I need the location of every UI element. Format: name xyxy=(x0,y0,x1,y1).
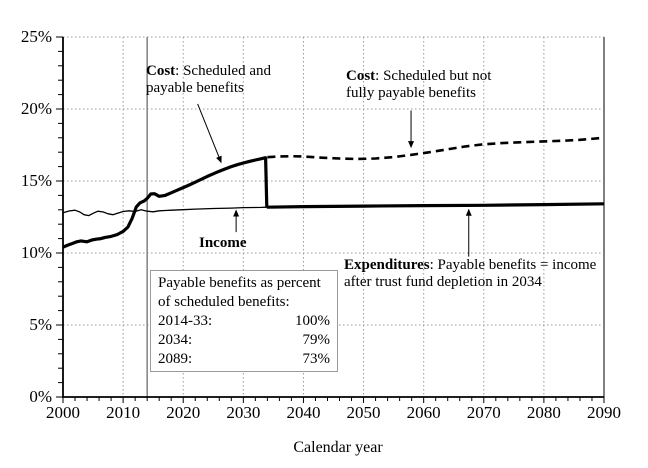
y-tick-label: 20% xyxy=(20,99,52,118)
y-tick-label: 15% xyxy=(20,171,52,190)
x-tick-label: 2030 xyxy=(226,403,261,422)
y-tick-label: 0% xyxy=(29,387,52,406)
expenditures-label-bold: Expenditures xyxy=(344,257,430,273)
annotation-arrows xyxy=(197,103,472,257)
x-axis-title: Calendar year xyxy=(293,439,383,456)
x-tick-label: 2070 xyxy=(466,403,501,422)
cost-payable-label: Cost: Scheduled and payable benefits xyxy=(146,63,271,96)
note-row: 2034: 79% xyxy=(158,332,330,348)
cost-scheduled-label-bold: Cost xyxy=(346,68,376,84)
y-tick-label: 10% xyxy=(20,243,52,262)
y-tick-label: 5% xyxy=(29,315,52,334)
x-tick-label: 2000 xyxy=(46,403,80,422)
x-tick-label: 2040 xyxy=(286,403,321,422)
x-tick-label: 2080 xyxy=(526,403,561,422)
payable-benefits-note-box: Payable benefits as percent of scheduled… xyxy=(150,270,338,372)
note-line-1: Payable benefits as percent xyxy=(158,275,321,291)
cost-scheduled-label: Cost: Scheduled but not fully payable be… xyxy=(346,68,492,101)
note-line-2: of scheduled benefits: xyxy=(158,294,290,310)
series-cost-scheduled-not-fully-payable xyxy=(267,136,605,161)
note-row: 2014-33: 100% xyxy=(158,313,330,329)
data-series xyxy=(62,136,605,249)
gridlines xyxy=(63,36,605,397)
income-label: Income xyxy=(199,235,247,251)
expenditures-label: Expenditures: Payable benefits = income … xyxy=(344,257,597,290)
cost-payable-arrow xyxy=(197,103,222,164)
x-tick-label: 2010 xyxy=(106,403,141,422)
series-income xyxy=(62,203,605,217)
x-tick-label: 2020 xyxy=(166,403,201,422)
axes xyxy=(56,36,605,403)
x-tick-label: 2060 xyxy=(406,403,441,422)
cost-payable-label-bold: Cost xyxy=(146,63,176,79)
x-tick-label: 2090 xyxy=(587,403,621,422)
y-tick-label: 25% xyxy=(20,27,52,46)
x-tick-label: 2050 xyxy=(346,403,381,422)
note-row: 2089: 73% xyxy=(158,351,330,367)
series-cost-scheduled-and-payable xyxy=(62,156,269,249)
